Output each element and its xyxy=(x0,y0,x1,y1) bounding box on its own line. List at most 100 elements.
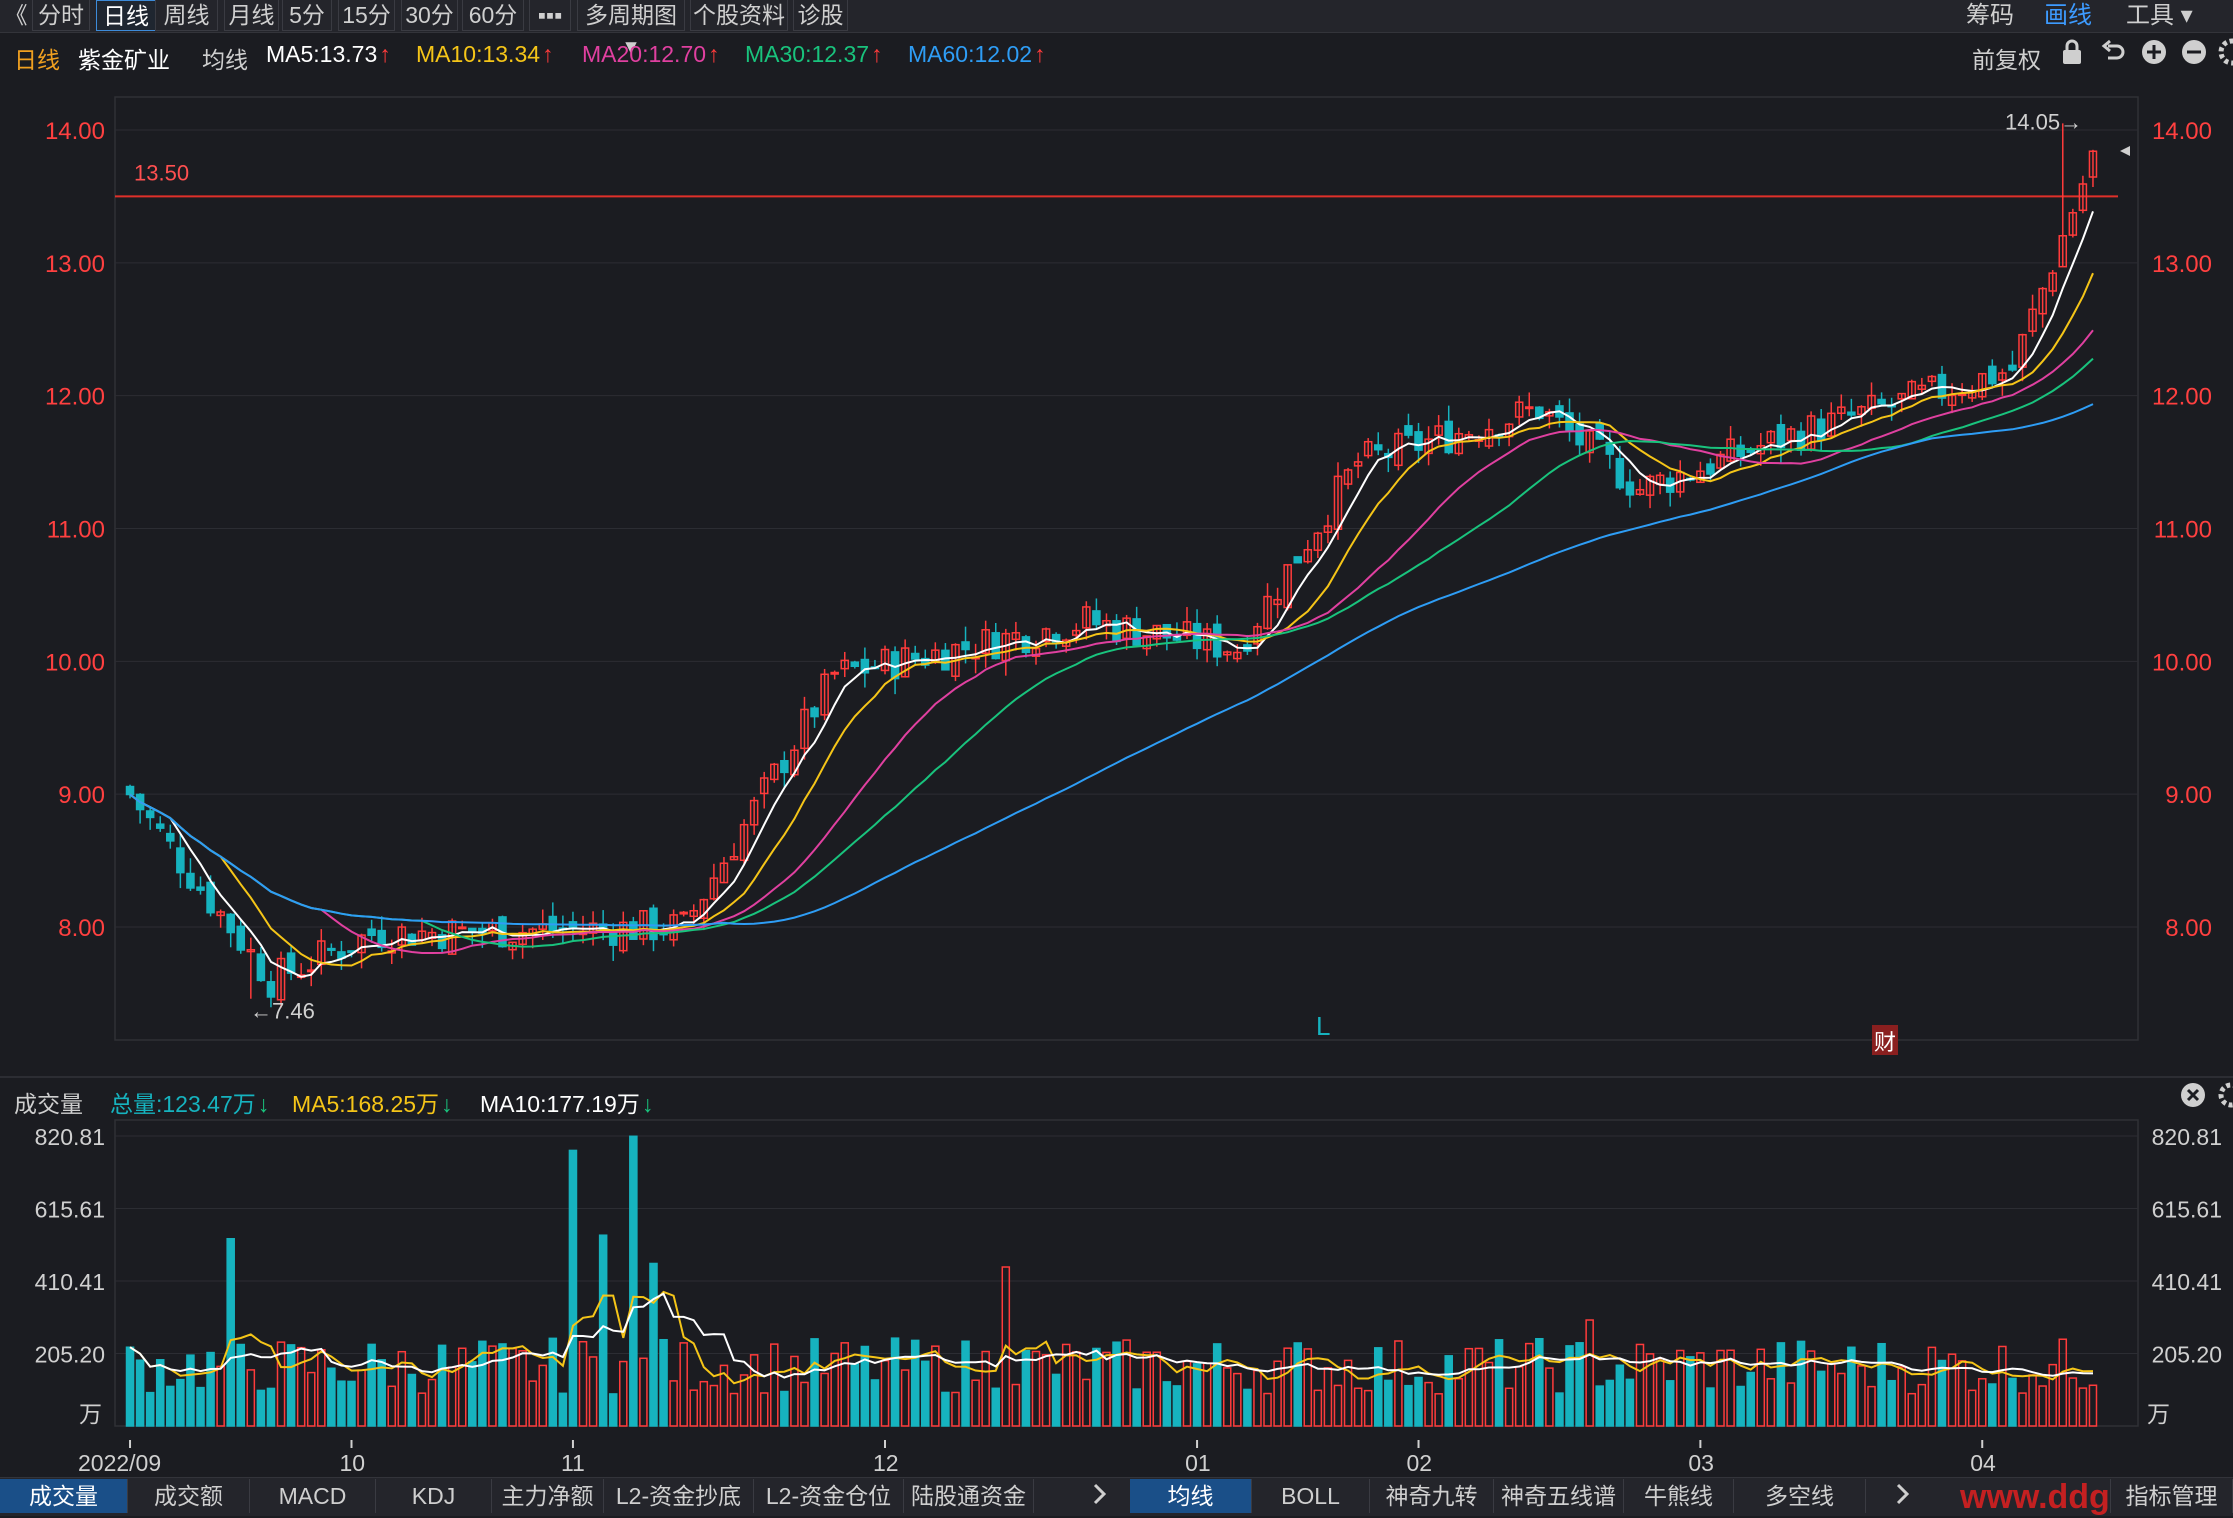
volume-bar xyxy=(1071,1351,1081,1427)
scroll-right-icon[interactable] xyxy=(1085,1479,1115,1513)
tab-5[interactable]: 15分 xyxy=(338,0,395,31)
candle-body xyxy=(2048,272,2057,292)
candle-body xyxy=(145,810,155,819)
indicator-tab[interactable]: 成交额 xyxy=(128,1479,250,1513)
indicator-tab[interactable]: 陆股通资金 xyxy=(904,1479,1034,1513)
tab-7[interactable]: 60分 xyxy=(462,0,524,31)
volume-bar xyxy=(246,1369,256,1427)
draw-line-button[interactable]: 画线 xyxy=(2044,2,2092,29)
indicator-tab[interactable]: 成交量 xyxy=(0,1479,128,1513)
pane-settings-icon[interactable] xyxy=(2218,1082,2233,1114)
candle-body xyxy=(1273,598,1282,606)
indicator-tab[interactable]: L2-资金抄底 xyxy=(604,1479,754,1513)
volume-bar xyxy=(397,1350,407,1427)
volume-bar xyxy=(991,1387,1001,1427)
indicator-manage-button[interactable]: 指标管理 xyxy=(2110,1479,2233,1513)
volume-bar xyxy=(317,1348,326,1427)
tab-8[interactable]: ▪▪▪ xyxy=(529,0,571,31)
adjust-dropdown[interactable]: 前复权 xyxy=(1972,47,2041,73)
indicator-tab[interactable]: L2-资金仓位 xyxy=(754,1479,904,1513)
volume-bar xyxy=(538,1364,548,1427)
candle-body xyxy=(206,881,215,914)
undo-icon[interactable] xyxy=(2100,38,2126,72)
volume-bar xyxy=(1363,1389,1373,1427)
candle-body xyxy=(1847,411,1856,416)
scroll-right-icon-2[interactable] xyxy=(1888,1479,1918,1513)
overlay-tab[interactable]: BOLL xyxy=(1252,1479,1370,1513)
ma-legend-item[interactable]: MA5:13.73↑ xyxy=(266,41,391,68)
trend-arrow-icon: ↑ xyxy=(871,41,883,67)
candle-body xyxy=(1394,432,1403,467)
volume-bar xyxy=(689,1389,699,1427)
price-tick-right: 12.00 xyxy=(2152,384,2212,411)
overlay-tab[interactable]: 牛熊线 xyxy=(1624,1479,1734,1513)
tools-dropdown[interactable]: 工具 ▾ xyxy=(2126,2,2193,29)
tab-9[interactable]: 多周期图 ▾ xyxy=(577,0,685,59)
event-marker-L: L xyxy=(1316,1011,1330,1041)
volume-bar xyxy=(830,1352,839,1427)
ma-label[interactable]: 均线 xyxy=(202,47,248,73)
ma-legend-item[interactable]: MA10:13.34↑ xyxy=(416,41,554,68)
chip-button[interactable]: 筹码 xyxy=(1966,2,2014,29)
volume-bar xyxy=(1041,1354,1051,1427)
candle-body xyxy=(800,708,809,750)
zoom-out-icon[interactable] xyxy=(2180,38,2208,72)
volume-bar xyxy=(1212,1343,1222,1427)
close-pane-icon[interactable] xyxy=(2180,1082,2206,1114)
tab-4[interactable]: 5分 xyxy=(282,0,332,31)
trend-arrow-icon: ↑ xyxy=(1034,41,1046,67)
volume-bar xyxy=(1947,1353,1957,1427)
volume-ma10-line xyxy=(129,1292,2094,1379)
tab-2[interactable]: 周线 xyxy=(155,0,218,31)
overlay-tab[interactable]: 神奇九转 xyxy=(1370,1479,1494,1513)
candle-body xyxy=(1514,401,1524,418)
ma-legend-item[interactable]: MA20:12.70↑ xyxy=(582,41,720,68)
candle-body xyxy=(457,926,467,930)
volume-tick-right: 410.41 xyxy=(2152,1269,2222,1295)
zoom-in-icon[interactable] xyxy=(2140,38,2168,72)
volume-bar xyxy=(1545,1367,1554,1427)
overlay-tab[interactable]: 均线 xyxy=(1130,1479,1252,1513)
price-frame xyxy=(114,96,2139,1041)
volume-bar xyxy=(1001,1266,1011,1427)
volume-bar xyxy=(478,1340,487,1427)
tab-1[interactable]: 日线 xyxy=(96,0,156,31)
price-tick-right: 8.00 xyxy=(2165,915,2212,942)
candle-body xyxy=(1645,475,1655,496)
overlay-tab[interactable]: 多空线 xyxy=(1734,1479,1866,1513)
min-price-marker: ←7.46 xyxy=(250,999,315,1024)
indicator-tab[interactable]: MACD xyxy=(250,1479,376,1513)
candle-body xyxy=(1343,469,1353,485)
price-chart[interactable]: 14.00 14.00 13.00 13.00 12.00 12.00 11.00 11.00… xyxy=(0,80,2233,1070)
overlay-tab[interactable]: 神奇五线谱 xyxy=(1494,1479,1624,1513)
volume-chart[interactable]: 820.81 820.81 615.61 615.61 410.41 410.41 205.… xyxy=(0,1110,2233,1440)
tab-6[interactable]: 30分 xyxy=(401,0,458,31)
back-button[interactable]: 《 xyxy=(0,0,32,31)
volume-bar xyxy=(1686,1356,1695,1427)
candle-body xyxy=(649,907,658,941)
tab-10[interactable]: 个股资料 xyxy=(690,0,788,31)
lock-icon[interactable] xyxy=(2060,38,2084,72)
candle-body xyxy=(1635,488,1645,496)
tab-3[interactable]: 月线 xyxy=(224,0,279,31)
volume-bar xyxy=(508,1347,517,1427)
volume-bar xyxy=(981,1350,990,1427)
tab-0[interactable]: 分时 xyxy=(32,0,90,31)
ma-legend-item[interactable]: MA60:12.02↑ xyxy=(908,41,1046,68)
volume-bar xyxy=(367,1343,376,1427)
indicator-tab[interactable]: KDJ xyxy=(376,1479,492,1513)
settings-icon[interactable] xyxy=(2218,38,2233,72)
ma-legend-item[interactable]: MA30:12.37↑ xyxy=(745,41,883,68)
volume-bar xyxy=(1645,1353,1655,1427)
candle-body xyxy=(1162,623,1172,639)
tab-11[interactable]: 诊股 xyxy=(793,0,848,31)
volume-bar xyxy=(347,1380,356,1427)
candle-body xyxy=(1323,525,1333,533)
volume-bar xyxy=(1172,1385,1182,1427)
candle-body xyxy=(759,777,769,795)
volume-bar xyxy=(1162,1381,1172,1427)
volume-bar xyxy=(2058,1338,2068,1427)
volume-bar xyxy=(1504,1387,1514,1427)
volume-bar xyxy=(2068,1377,2078,1427)
indicator-tab[interactable]: 主力净额 xyxy=(492,1479,604,1513)
